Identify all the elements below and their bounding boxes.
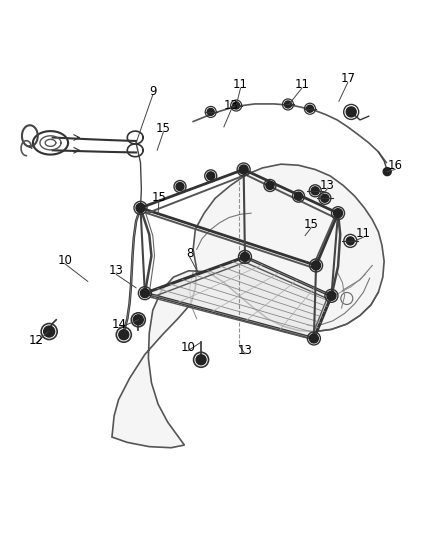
Circle shape xyxy=(136,204,145,212)
Text: 12: 12 xyxy=(28,334,43,346)
Circle shape xyxy=(207,108,214,116)
Text: 13: 13 xyxy=(223,99,238,112)
Circle shape xyxy=(346,107,355,117)
Circle shape xyxy=(196,355,205,365)
Circle shape xyxy=(206,172,214,180)
Circle shape xyxy=(232,102,239,109)
Circle shape xyxy=(320,194,328,203)
Circle shape xyxy=(294,192,302,200)
Text: 8: 8 xyxy=(186,247,193,260)
Circle shape xyxy=(133,315,143,325)
Circle shape xyxy=(43,326,55,337)
Text: 17: 17 xyxy=(339,72,354,85)
Text: 13: 13 xyxy=(109,264,124,277)
Circle shape xyxy=(140,289,149,297)
Circle shape xyxy=(265,181,273,190)
Circle shape xyxy=(176,182,184,191)
Circle shape xyxy=(346,237,353,245)
Text: 11: 11 xyxy=(233,78,247,91)
Circle shape xyxy=(284,101,291,108)
Circle shape xyxy=(309,334,318,343)
Polygon shape xyxy=(145,257,331,338)
Text: 9: 9 xyxy=(148,85,156,98)
Circle shape xyxy=(382,167,390,176)
Text: 15: 15 xyxy=(151,191,166,204)
Circle shape xyxy=(240,253,249,261)
Circle shape xyxy=(311,261,320,270)
Text: 13: 13 xyxy=(237,344,252,357)
Text: 14: 14 xyxy=(112,318,127,330)
Circle shape xyxy=(239,165,247,174)
Text: 15: 15 xyxy=(303,219,318,231)
Text: 11: 11 xyxy=(355,227,370,240)
Circle shape xyxy=(306,105,313,112)
Circle shape xyxy=(119,330,128,340)
Text: 10: 10 xyxy=(57,254,72,266)
Text: 15: 15 xyxy=(155,123,170,135)
Text: 16: 16 xyxy=(387,159,402,172)
Text: 10: 10 xyxy=(180,341,195,354)
Polygon shape xyxy=(112,164,383,448)
Circle shape xyxy=(326,292,335,300)
Circle shape xyxy=(311,187,318,195)
Text: 11: 11 xyxy=(294,78,309,91)
Circle shape xyxy=(333,209,342,217)
Text: 13: 13 xyxy=(319,179,334,192)
